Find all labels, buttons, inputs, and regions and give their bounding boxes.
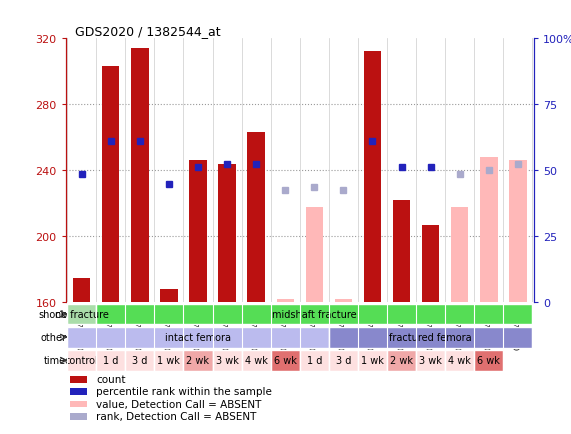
Bar — [70, 376, 87, 383]
Bar — [125, 350, 154, 371]
Bar — [358, 350, 387, 371]
Text: other: other — [40, 332, 66, 342]
Bar — [300, 350, 329, 371]
Text: value, Detection Call = ABSENT: value, Detection Call = ABSENT — [96, 399, 262, 409]
Text: 1 d: 1 d — [307, 355, 322, 365]
Text: 3 d: 3 d — [336, 355, 351, 365]
Text: shock: shock — [38, 309, 66, 319]
Text: 4 wk: 4 wk — [245, 355, 268, 365]
Bar — [451, 207, 468, 303]
Bar — [67, 304, 96, 325]
Text: intact femora: intact femora — [165, 332, 231, 342]
Text: 4 wk: 4 wk — [448, 355, 471, 365]
Bar — [67, 327, 329, 348]
Bar — [218, 164, 236, 303]
Bar — [276, 299, 294, 303]
Bar — [271, 350, 300, 371]
Bar — [329, 350, 358, 371]
Bar — [387, 350, 416, 371]
Text: no fracture: no fracture — [55, 309, 108, 319]
Bar — [70, 388, 87, 395]
Bar — [67, 350, 96, 371]
Text: 2 wk: 2 wk — [187, 355, 210, 365]
Text: control: control — [65, 355, 99, 365]
Bar — [189, 161, 207, 303]
Text: 2 wk: 2 wk — [390, 355, 413, 365]
Bar — [393, 201, 411, 303]
Text: GDS2020 / 1382544_at: GDS2020 / 1382544_at — [75, 25, 220, 38]
Text: 6 wk: 6 wk — [274, 355, 297, 365]
Bar — [480, 158, 497, 303]
Bar — [416, 350, 445, 371]
Bar — [445, 350, 475, 371]
Text: 3 d: 3 d — [132, 355, 147, 365]
Bar — [154, 350, 183, 371]
Text: count: count — [96, 374, 126, 384]
Bar — [73, 278, 90, 303]
Text: fractured femora: fractured femora — [389, 332, 472, 342]
Bar — [183, 350, 212, 371]
Bar — [70, 413, 87, 420]
Bar — [509, 161, 526, 303]
Bar — [422, 225, 439, 303]
Bar — [96, 350, 125, 371]
Text: 3 wk: 3 wk — [216, 355, 239, 365]
Text: midshaft fracture: midshaft fracture — [272, 309, 357, 319]
Bar — [70, 401, 87, 407]
Bar — [102, 67, 119, 303]
Text: percentile rank within the sample: percentile rank within the sample — [96, 386, 272, 396]
Bar — [247, 133, 265, 303]
Bar — [131, 49, 148, 303]
Text: time: time — [44, 355, 66, 365]
Text: 1 wk: 1 wk — [158, 355, 180, 365]
Text: 1 d: 1 d — [103, 355, 118, 365]
Bar — [305, 207, 323, 303]
Text: 3 wk: 3 wk — [419, 355, 442, 365]
Text: rank, Detection Call = ABSENT: rank, Detection Call = ABSENT — [96, 411, 256, 421]
Bar — [335, 299, 352, 303]
Bar — [364, 52, 381, 303]
Bar — [160, 289, 178, 303]
Text: 1 wk: 1 wk — [361, 355, 384, 365]
Bar — [475, 350, 504, 371]
Text: 6 wk: 6 wk — [477, 355, 500, 365]
Bar — [242, 350, 271, 371]
Bar — [212, 350, 242, 371]
Bar — [329, 327, 532, 348]
